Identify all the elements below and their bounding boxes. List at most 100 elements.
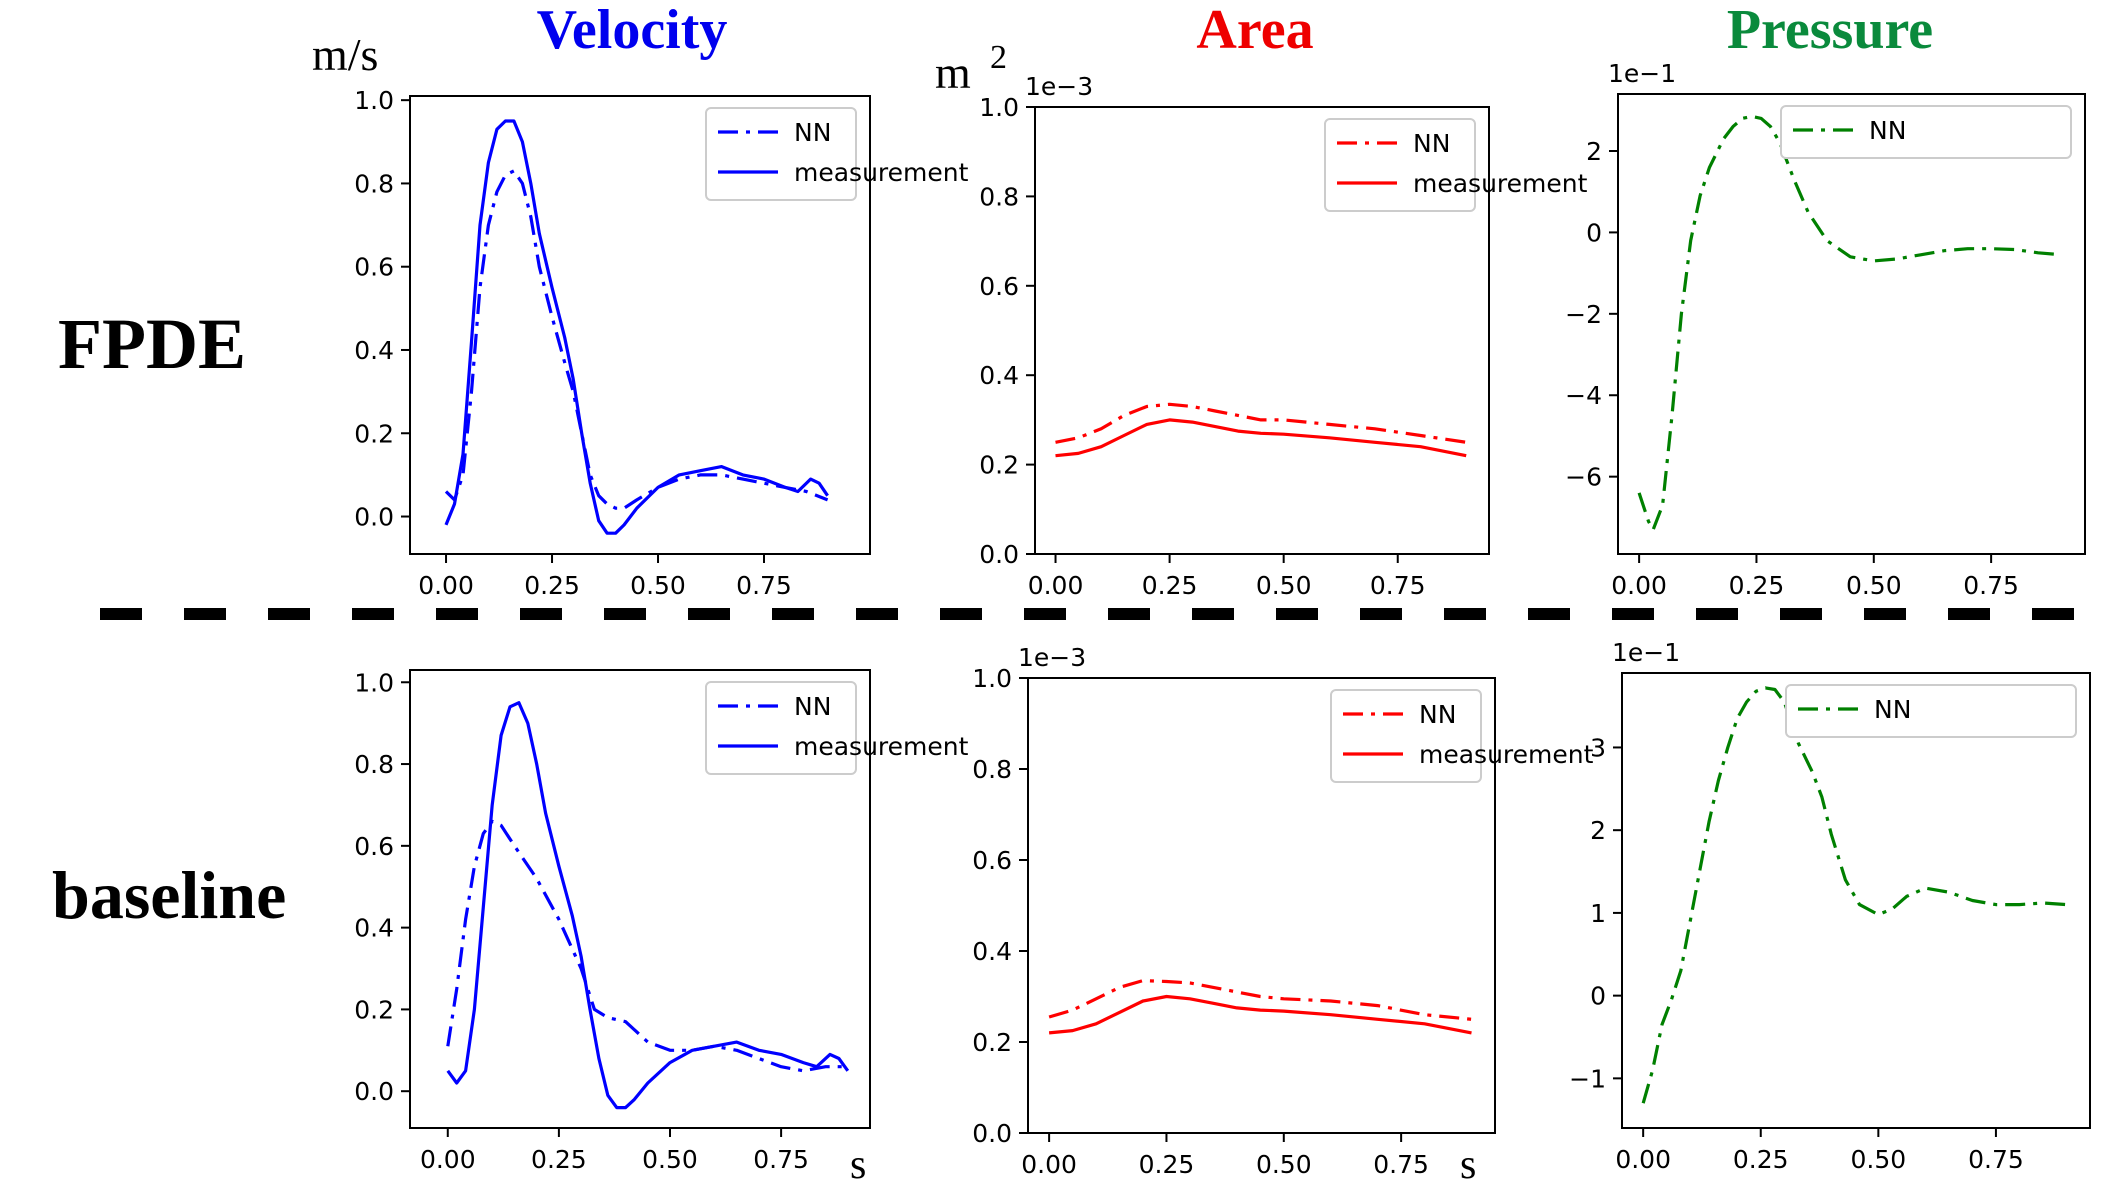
y-tick-label: 0.2 bbox=[354, 995, 394, 1024]
header-area: Area bbox=[1196, 0, 1313, 61]
y-tick-label: 0.0 bbox=[354, 1077, 394, 1106]
unit-area-exponent: 2 bbox=[990, 39, 1007, 76]
y-tick-label: −6 bbox=[1565, 463, 1602, 492]
x-tick-label: 0.50 bbox=[1256, 1150, 1312, 1179]
legend-label: NN bbox=[794, 118, 831, 147]
unit-area-base: m bbox=[935, 47, 971, 98]
legend-box bbox=[705, 107, 857, 201]
row-label-baseline: baseline bbox=[52, 857, 286, 933]
series-line-nn bbox=[444, 169, 829, 510]
plot-fpde-area: 0.00 0.25 0.50 0.75 0.0 0.2 0.4 0.6 0.8 1.01e−3 NN… bbox=[979, 72, 1587, 600]
y-tick-label: 3 bbox=[1590, 733, 1606, 762]
axis-offset-text: 1e−3 bbox=[1018, 643, 1086, 672]
series-line-nn bbox=[446, 819, 848, 1073]
header-velocity: Velocity bbox=[537, 0, 728, 61]
axes-frame bbox=[1621, 672, 2091, 1129]
axes-frame bbox=[409, 95, 871, 555]
y-tick-label: 0.4 bbox=[979, 361, 1019, 390]
y-tick-label: 1.0 bbox=[354, 86, 394, 115]
x-tick-label: 0.00 bbox=[1021, 1150, 1077, 1179]
x-tick-label: 0.75 bbox=[1968, 1145, 2024, 1174]
x-tick-label: 0.75 bbox=[1373, 1150, 1429, 1179]
y-tick-label: 1.0 bbox=[972, 664, 1012, 693]
y-tick-label: 2 bbox=[1590, 816, 1606, 845]
series-line-measurement bbox=[1048, 994, 1472, 1035]
y-tick-label: 1.0 bbox=[354, 668, 394, 697]
axes-frame bbox=[1027, 677, 1496, 1134]
x-tick-label: 0.00 bbox=[1028, 571, 1084, 600]
x-tick-label: 0.25 bbox=[531, 1145, 587, 1174]
plot-fpde-pressure: 0.00 0.25 0.50 0.75 −6 −4 −2 0 2 1e−1 NN bbox=[1565, 59, 2086, 600]
legend: NN measurement bbox=[1324, 118, 1588, 212]
plot-baseline-pressure: 0.00 0.25 0.50 0.75 −1 0 1 2 3 1e−1 NN bbox=[1569, 638, 2091, 1174]
y-tick-label: 0.0 bbox=[979, 540, 1019, 569]
series-line-measurement bbox=[1055, 418, 1467, 458]
x-tick-label: 0.00 bbox=[1611, 571, 1667, 600]
legend: NN measurement bbox=[1330, 689, 1594, 783]
series-line-nn bbox=[1641, 686, 2067, 1104]
y-tick-label: 0.2 bbox=[972, 1028, 1012, 1057]
series-line-nn bbox=[1048, 978, 1472, 1021]
y-tick-label: 0 bbox=[1590, 982, 1606, 1011]
legend: NN bbox=[1785, 684, 2077, 738]
unit-velocity: m/s bbox=[312, 29, 378, 80]
legend: NN measurement bbox=[705, 681, 969, 775]
legend-label: NN bbox=[1413, 129, 1450, 158]
unit-time-area: s bbox=[1460, 1142, 1476, 1188]
legend-box bbox=[1780, 105, 2072, 159]
x-tick-label: 0.25 bbox=[1729, 571, 1785, 600]
y-tick-label: 0.8 bbox=[354, 169, 394, 198]
y-tick-label: 0.0 bbox=[972, 1119, 1012, 1148]
legend-label: NN bbox=[1869, 116, 1906, 145]
legend-label: NN bbox=[794, 692, 831, 721]
axis-offset-text: 1e−1 bbox=[1612, 638, 1680, 667]
legend-label: measurement bbox=[794, 732, 969, 761]
row-label-fpde: FPDE bbox=[58, 304, 246, 384]
legend-box bbox=[1324, 118, 1476, 212]
legend-label: measurement bbox=[794, 158, 969, 187]
y-tick-label: −1 bbox=[1569, 1064, 1606, 1093]
y-tick-label: 0.0 bbox=[354, 503, 394, 532]
legend-label: measurement bbox=[1419, 740, 1594, 769]
x-tick-label: 0.50 bbox=[1846, 571, 1902, 600]
x-tick-label: 0.50 bbox=[1256, 571, 1312, 600]
axes-frame bbox=[1617, 93, 2086, 555]
y-tick-label: 0.6 bbox=[354, 832, 394, 861]
plot-fpde-velocity: 0.00 0.25 0.50 0.75 0.0 0.2 0.4 0.6 0.8 1.0 NN meas… bbox=[354, 86, 968, 600]
x-tick-label: 0.25 bbox=[1142, 571, 1198, 600]
y-tick-label: 0.4 bbox=[972, 937, 1012, 966]
x-tick-label: 0.00 bbox=[420, 1145, 476, 1174]
y-tick-label: 0.4 bbox=[354, 336, 394, 365]
series-line-nn bbox=[1055, 402, 1467, 444]
series-line-measurement bbox=[446, 701, 850, 1110]
plot-baseline-velocity: 0.00 0.25 0.50 0.75 0.0 0.2 0.4 0.6 0.8 1.0 NN meas… bbox=[354, 668, 968, 1174]
y-tick-label: 2 bbox=[1586, 137, 1602, 166]
y-tick-label: −4 bbox=[1565, 381, 1602, 410]
x-tick-label: 0.25 bbox=[1733, 1145, 1789, 1174]
axes-frame bbox=[1034, 106, 1490, 555]
legend-box bbox=[705, 681, 857, 775]
y-tick-label: 0.4 bbox=[354, 914, 394, 943]
y-tick-label: 0.6 bbox=[972, 846, 1012, 875]
legend: NN bbox=[1780, 105, 2072, 159]
y-tick-label: −2 bbox=[1565, 300, 1602, 329]
x-tick-label: 0.75 bbox=[1370, 571, 1426, 600]
x-tick-label: 0.00 bbox=[1615, 1145, 1671, 1174]
y-tick-label: 0 bbox=[1586, 218, 1602, 247]
y-tick-label: 0.6 bbox=[979, 272, 1019, 301]
y-tick-label: 0.8 bbox=[979, 182, 1019, 211]
y-tick-label: 0.8 bbox=[972, 755, 1012, 784]
series-line-nn bbox=[1637, 114, 2062, 532]
axis-offset-text: 1e−1 bbox=[1608, 59, 1676, 88]
legend-box bbox=[1785, 684, 2077, 738]
x-tick-label: 0.75 bbox=[736, 571, 792, 600]
header-pressure: Pressure bbox=[1727, 0, 1933, 61]
x-tick-label: 0.75 bbox=[753, 1145, 809, 1174]
x-tick-label: 0.75 bbox=[1963, 571, 2019, 600]
y-tick-label: 0.2 bbox=[354, 419, 394, 448]
unit-time-velocity: s bbox=[850, 1142, 866, 1188]
legend: NN measurement bbox=[705, 107, 969, 201]
axes-frame bbox=[409, 669, 871, 1129]
y-tick-label: 1 bbox=[1590, 899, 1606, 928]
